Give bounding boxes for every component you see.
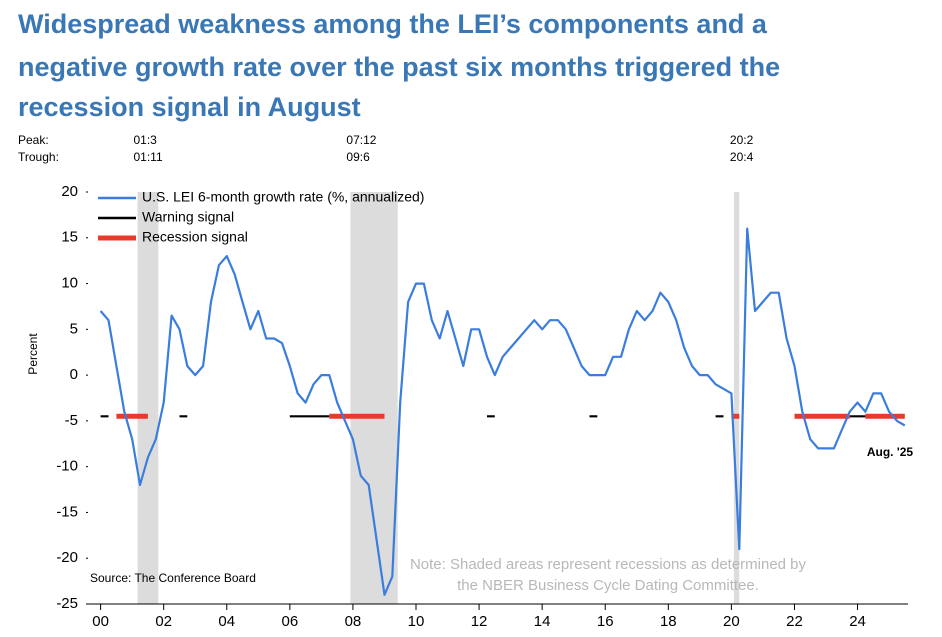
x-tick-label: 18 (660, 613, 677, 630)
y-tick-label: -20 (56, 549, 78, 566)
recession-peak: 01:3 (134, 133, 158, 147)
chart-title: negative growth rate over the past six m… (18, 52, 780, 82)
trough-label: Trough: (18, 150, 59, 164)
x-tick-label: 12 (471, 613, 488, 630)
legend-label: Recession signal (142, 229, 248, 245)
chart-title: Widespread weakness among the LEI’s comp… (18, 9, 768, 39)
y-tick-label: -15 (56, 503, 78, 520)
series-line (99, 227, 906, 596)
y-tick-label: 0 (70, 366, 78, 383)
x-tick-label: 08 (345, 613, 362, 630)
x-tick-label: 06 (282, 613, 299, 630)
x-tick-label: 20 (723, 613, 740, 630)
recession-peak: 07:12 (346, 133, 376, 147)
y-tick-label: 5 (70, 320, 78, 337)
recession-peak: 20:2 (730, 133, 754, 147)
annotation: Aug. '25 (867, 445, 914, 459)
y-tick-label: 20 (61, 183, 78, 200)
recession-band (350, 192, 398, 604)
note: the NBER Business Cycle Dating Committee… (457, 577, 759, 594)
x-tick-label: 22 (786, 613, 803, 630)
x-tick-label: 14 (534, 613, 551, 630)
x-tick-label: 10 (408, 613, 425, 630)
x-tick-label: 16 (597, 613, 614, 630)
y-axis-label: Percent (26, 333, 40, 375)
y-tick-label: 10 (61, 275, 78, 292)
x-tick-label: 24 (849, 613, 866, 630)
recession-band (137, 192, 159, 604)
recession-trough: 20:4 (730, 150, 754, 164)
x-tick-label: 02 (155, 613, 172, 630)
recession-band (733, 192, 740, 604)
recession-trough: 01:11 (134, 150, 163, 164)
note: Note: Shaded areas represent recessions … (410, 556, 807, 573)
legend-label: U.S. LEI 6-month growth rate (%, annuali… (142, 189, 424, 205)
y-tick-label: -10 (56, 458, 78, 475)
peak-label: Peak: (18, 133, 49, 147)
x-tick-label: 04 (218, 613, 235, 630)
recession-trough: 09:6 (346, 150, 370, 164)
chart-title: recession signal in August (18, 92, 361, 122)
legend-label: Warning signal (142, 209, 234, 225)
y-tick-label: -25 (56, 595, 78, 612)
y-tick-label: 15 (61, 229, 78, 246)
source: Source: The Conference Board (90, 571, 256, 585)
y-tick-label: -5 (65, 412, 78, 429)
x-tick-label: 00 (92, 613, 109, 630)
